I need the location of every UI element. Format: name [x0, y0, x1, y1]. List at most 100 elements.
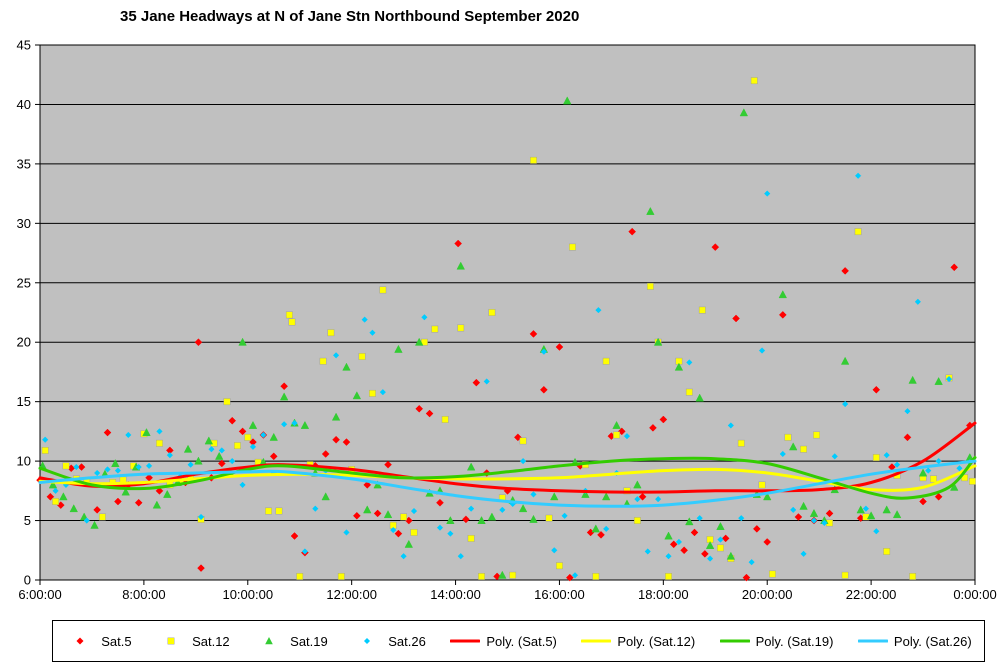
scatter-point — [872, 454, 880, 461]
trendline-Poly. (Sat.19) — [38, 456, 977, 500]
scatter-point — [436, 524, 444, 531]
scatter-point — [540, 348, 548, 355]
legend: Sat.5 Sat.12 Sat.19 Sat.26 Poly. (Sat.5) Poly… — [52, 620, 985, 662]
scatter-point — [343, 529, 350, 536]
scatter-point — [810, 517, 818, 524]
scatter-point — [279, 392, 289, 401]
scatter-point — [90, 520, 99, 529]
scatter-point — [738, 515, 745, 522]
scatter-point — [665, 553, 672, 560]
scatter-point — [727, 422, 735, 429]
scatter-point — [840, 356, 850, 365]
scatter-point — [686, 359, 693, 366]
legend-item: Sat.26 — [352, 634, 426, 649]
legend-marker — [76, 637, 84, 645]
scatter-point — [950, 482, 959, 491]
plot-border — [39, 44, 976, 581]
scatter-point — [280, 382, 288, 391]
scatter-point — [93, 506, 101, 514]
legend-item: Poly. (Sat.26) — [857, 634, 972, 649]
scatter-point — [726, 551, 736, 560]
scatter-point — [654, 496, 662, 503]
scatter-point — [893, 461, 901, 468]
scatter-point — [410, 507, 418, 515]
legend-marker — [857, 639, 888, 643]
scatter-point — [603, 525, 610, 533]
scatter-point — [59, 492, 68, 501]
scatter-point — [41, 447, 49, 454]
scatter-point — [197, 513, 205, 521]
scatter-point — [52, 487, 59, 494]
scatter-point — [831, 453, 838, 460]
scatter-point — [685, 517, 694, 526]
scatter-point — [551, 547, 558, 554]
scatter-point — [800, 445, 807, 453]
scatter-point — [617, 427, 626, 436]
scatter-point — [646, 282, 654, 290]
scatter-point — [187, 461, 194, 468]
scatter-point — [769, 570, 776, 578]
scatter-point — [229, 457, 236, 465]
scatter-point — [904, 408, 911, 415]
chart-plot: 0 5 10 15 20 25 30 35 40 45 6:00:00 8:00:00 10:00:00… — [17, 38, 997, 603]
scatter-point — [156, 439, 163, 447]
y-axis-tick-label: 20 — [17, 335, 31, 350]
scatter-point — [597, 530, 605, 539]
scatter-point — [612, 420, 621, 429]
scatter-point — [950, 263, 959, 272]
scatter-point — [121, 487, 130, 496]
y-axis-tick-label: 15 — [17, 394, 31, 409]
scatter-point — [862, 505, 870, 512]
x-axis-tick-label: 16:00:00 — [534, 587, 585, 602]
scatter-point — [752, 525, 761, 533]
scatter-point — [649, 423, 657, 432]
scatter-point — [83, 517, 90, 524]
scatter-point — [555, 343, 564, 351]
scatter-point — [125, 431, 132, 439]
scatter-point — [197, 564, 205, 572]
scatter-point — [873, 528, 880, 535]
scatter-point — [571, 572, 579, 579]
scatter-point — [882, 505, 891, 514]
scatter-point — [790, 506, 797, 514]
scatter-point — [487, 512, 497, 521]
scatter-point — [778, 311, 787, 319]
scatter-point — [883, 452, 890, 459]
scatter-point — [156, 428, 163, 435]
scatter-point — [742, 573, 751, 582]
scatter-point — [69, 504, 78, 513]
scatter-point — [530, 491, 537, 498]
y-axis-tick-label: 45 — [17, 38, 31, 53]
chart-title: 35 Jane Headways at N of Jane Stn Northb… — [120, 8, 580, 25]
scatter-point — [384, 460, 392, 469]
plot-area — [40, 45, 975, 580]
scatter-point — [114, 467, 122, 474]
scatter-point — [358, 353, 366, 360]
scatter-point — [369, 389, 376, 397]
scatter-point — [111, 458, 120, 467]
legend-marker — [450, 639, 481, 643]
scatter-point — [565, 573, 574, 582]
scatter-point — [919, 497, 927, 506]
scatter-point — [331, 412, 341, 421]
legend-marker — [167, 637, 175, 645]
scatter-point — [436, 498, 444, 507]
scatter-point — [394, 529, 403, 538]
scatter-point — [519, 437, 527, 445]
scatter-point — [194, 456, 203, 465]
scatter-point — [717, 536, 724, 543]
scatter-point — [711, 243, 720, 251]
scatter-point — [556, 562, 563, 570]
scatter-point — [104, 466, 111, 473]
scatter-point — [342, 362, 351, 371]
scatter-point — [518, 504, 528, 513]
scatter-point — [218, 447, 225, 454]
scatter-point — [914, 298, 922, 305]
scatter-point — [462, 515, 470, 524]
scatter-point — [52, 498, 59, 505]
scatter-point — [301, 548, 309, 555]
scatter-point — [135, 463, 142, 471]
legend-label: Sat.26 — [388, 633, 426, 649]
scatter-point — [373, 509, 382, 518]
scatter-point — [696, 515, 703, 522]
